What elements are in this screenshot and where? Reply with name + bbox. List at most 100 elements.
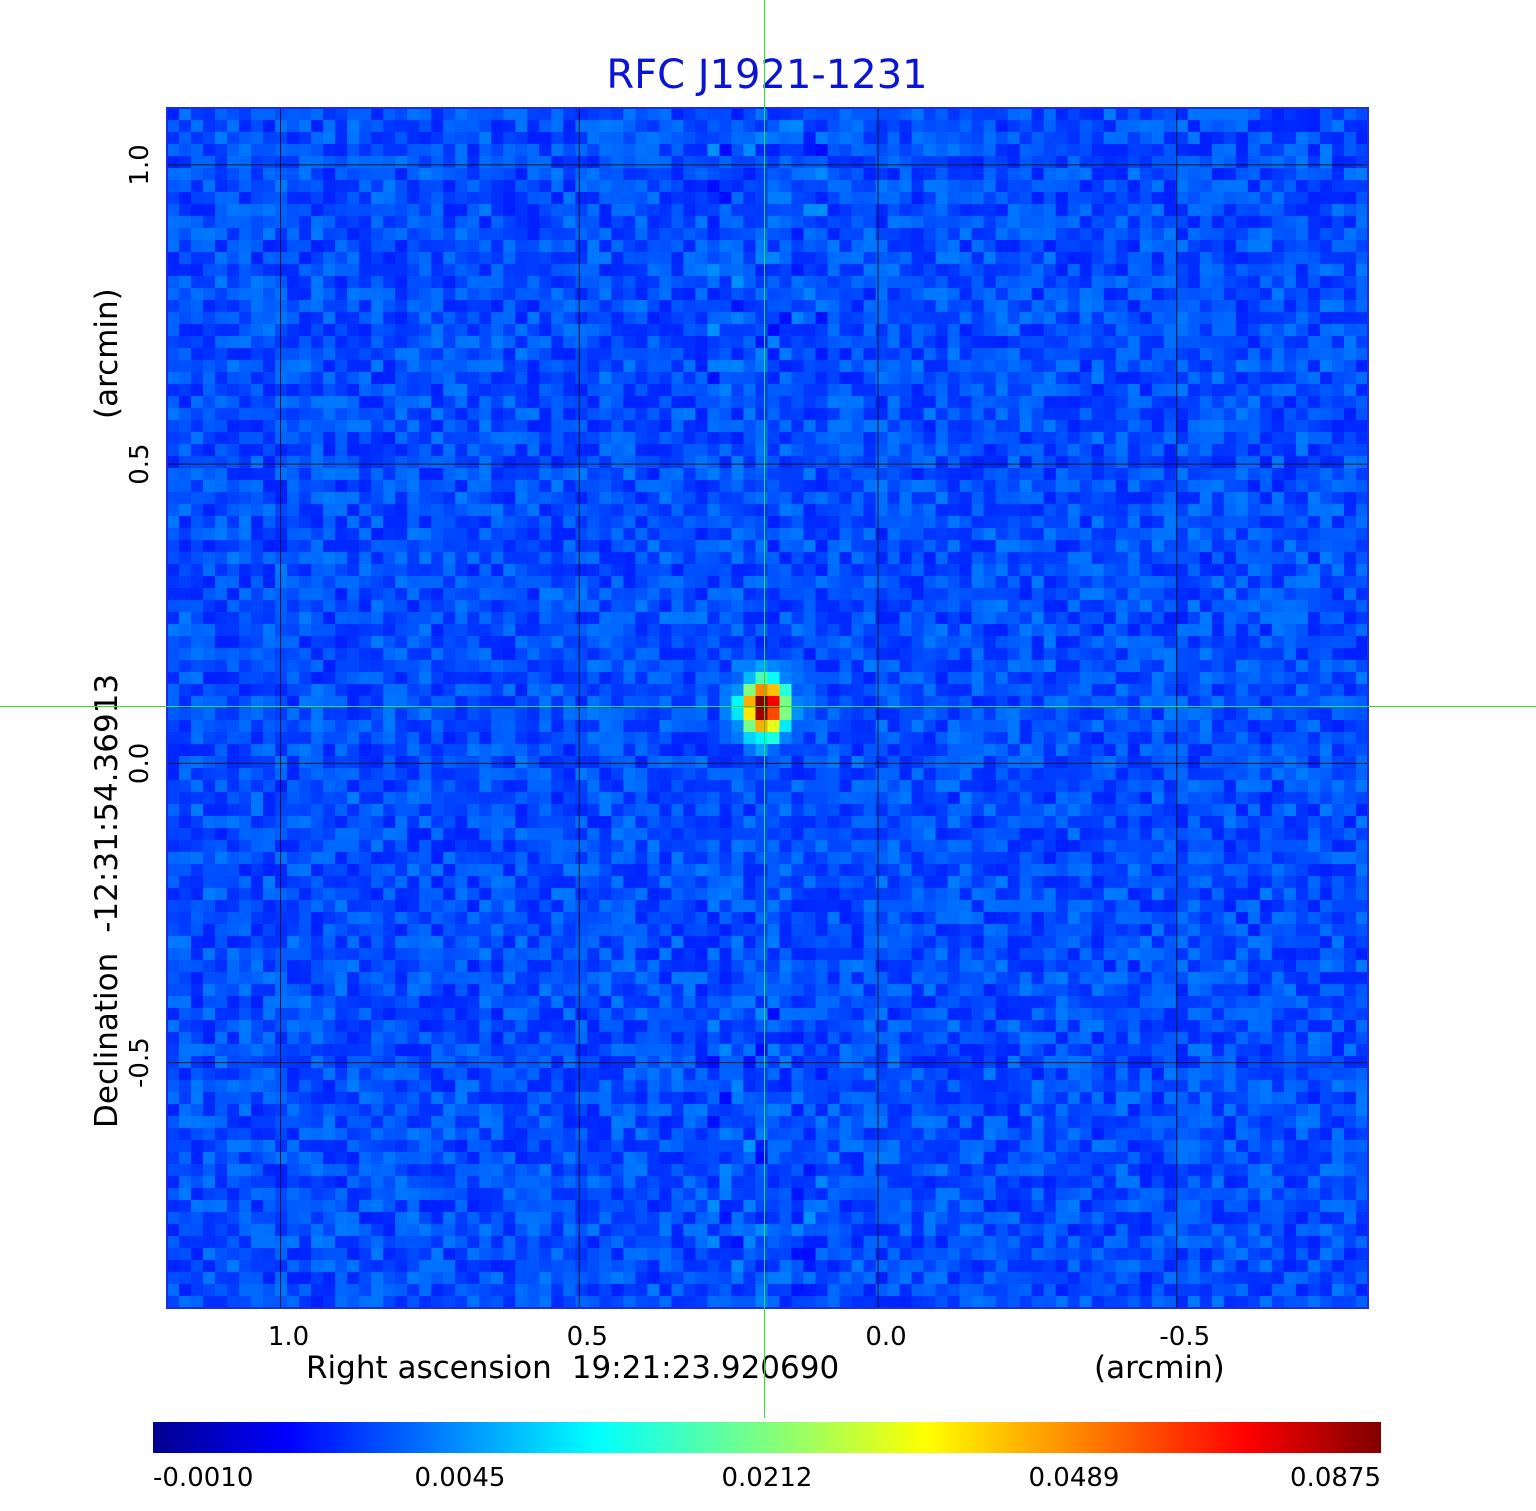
image-pixel [659,492,673,505]
image-pixel [1295,588,1309,601]
image-pixel [539,468,552,481]
image-pixel [1127,552,1141,565]
image-pixel [647,684,661,697]
image-pixel [1127,636,1141,649]
image-pixel [1091,696,1105,709]
image-pixel [263,492,276,505]
image-pixel [263,252,276,265]
image-pixel [347,336,360,349]
image-pixel [1031,588,1045,601]
image-pixel [587,156,600,169]
image-pixel [1343,336,1357,349]
image-pixel [431,564,444,577]
image-pixel [995,552,1009,565]
image-pixel [827,492,841,505]
image-pixel [875,120,889,133]
image-pixel [659,300,673,313]
image-pixel [575,420,588,433]
image-pixel [1019,276,1033,289]
image-pixel [1115,516,1129,529]
image-pixel [251,336,264,349]
image-pixel [1127,600,1141,613]
image-pixel [1343,288,1357,301]
image-pixel [791,264,805,277]
image-pixel [995,216,1009,229]
image-pixel [887,516,901,529]
image-pixel [923,216,937,229]
image-pixel [167,468,180,481]
image-pixel [1163,276,1177,289]
image-pixel [1211,696,1225,709]
image-pixel [239,300,252,313]
image-pixel [1067,552,1081,565]
image-pixel [947,180,961,193]
image-pixel [275,552,288,565]
image-pixel [1043,132,1057,145]
image-pixel [563,684,576,697]
image-pixel [1271,516,1285,529]
image-pixel [815,168,829,181]
image-pixel [767,336,781,349]
image-pixel [539,192,552,205]
image-pixel [1331,408,1345,421]
image-pixel [491,552,504,565]
image-pixel [503,588,516,601]
image-pixel [1355,672,1368,685]
image-pixel [191,516,204,529]
image-pixel [1259,468,1273,481]
image-pixel [611,204,624,217]
image-pixel [587,420,600,433]
image-pixel [203,492,216,505]
image-pixel [1151,588,1165,601]
image-pixel [743,216,757,229]
image-pixel [659,636,673,649]
image-pixel [395,216,408,229]
image-pixel [215,564,228,577]
image-pixel [1139,120,1153,133]
image-pixel [551,324,564,337]
image-pixel [791,180,805,193]
image-pixel [167,204,180,217]
image-pixel [1055,168,1069,181]
image-pixel [719,684,733,697]
image-pixel [815,600,829,613]
image-pixel [767,216,781,229]
image-pixel [1043,552,1057,565]
image-pixel [1031,504,1045,517]
image-pixel [227,120,240,133]
image-pixel [1187,420,1201,433]
image-pixel [671,288,685,301]
image-pixel [335,348,348,361]
image-pixel [515,384,528,397]
image-pixel [563,420,576,433]
image-pixel [251,204,264,217]
image-pixel [1151,252,1165,265]
image-pixel [1055,468,1069,481]
image-pixel [431,372,444,385]
image-pixel [1331,336,1345,349]
image-pixel [575,564,588,577]
image-pixel [1067,240,1081,253]
image-pixel [1055,192,1069,205]
image-pixel [1019,348,1033,361]
image-pixel [251,216,264,229]
image-pixel [311,324,324,337]
image-pixel [899,432,913,445]
image-pixel [587,528,600,541]
image-pixel [803,276,817,289]
image-pixel [707,108,721,121]
image-pixel [1247,600,1261,613]
image-pixel [1151,168,1165,181]
image-pixel [383,276,396,289]
image-pixel [587,384,600,397]
image-pixel [1091,144,1105,157]
image-pixel [815,648,829,661]
image-pixel [611,576,624,589]
image-pixel [923,516,937,529]
image-pixel [479,696,492,709]
image-pixel [551,660,564,673]
image-pixel [515,480,528,493]
image-pixel [479,288,492,301]
image-pixel [539,624,552,637]
image-pixel [491,144,504,157]
